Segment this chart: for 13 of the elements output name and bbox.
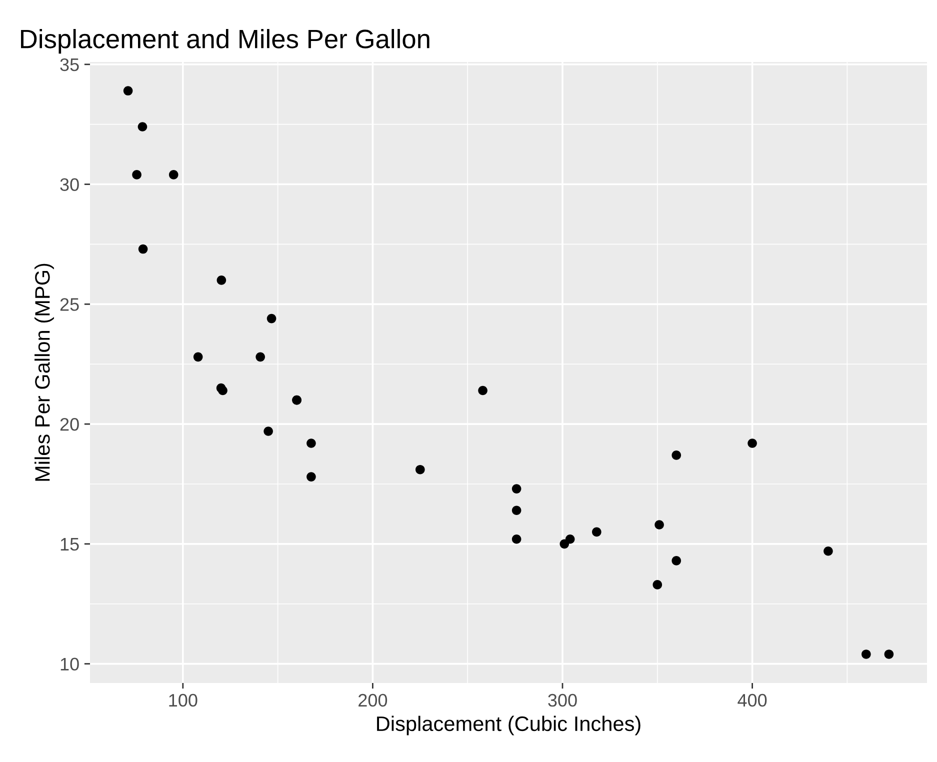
y-tick-label: 20	[60, 418, 79, 431]
y-tick-label: 15	[60, 538, 79, 551]
x-axis-title: Displacement (Cubic Inches)	[377, 716, 640, 736]
x-tick-label: 400	[738, 694, 767, 707]
chart-title: Displacement and Miles Per Gallon	[21, 28, 430, 54]
y-tick-label: 25	[60, 298, 79, 311]
y-axis-title: Miles Per Gallon (MPG)	[34, 264, 54, 481]
y-tick-label: 10	[60, 658, 79, 671]
y-tick-label: 30	[60, 178, 79, 191]
x-tick-label: 100	[169, 694, 198, 707]
x-tick-label: 200	[358, 694, 388, 707]
x-tick-label: 300	[548, 694, 577, 707]
y-tick-label: 35	[60, 58, 79, 72]
